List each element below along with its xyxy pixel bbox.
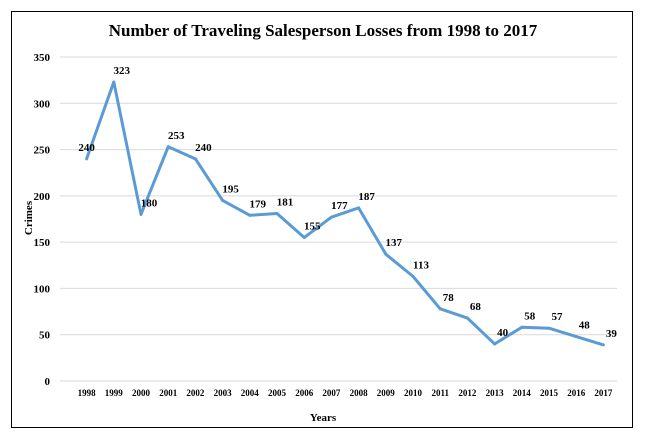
data-point <box>411 274 415 278</box>
data-point <box>85 157 89 161</box>
data-label: 57 <box>552 311 564 323</box>
y-tick-label: 300 <box>34 98 51 110</box>
data-point <box>438 307 442 311</box>
data-point <box>221 198 225 202</box>
x-tick-label: 2006 <box>295 388 314 398</box>
x-tick-label: 2017 <box>594 388 613 398</box>
data-label: 187 <box>358 191 375 203</box>
y-tick-label: 350 <box>34 52 51 64</box>
data-label: 323 <box>114 65 131 77</box>
x-tick-label: 2003 <box>214 388 233 398</box>
data-point <box>465 316 469 320</box>
y-tick-label: 150 <box>34 237 51 249</box>
x-tick-label: 2009 <box>377 388 396 398</box>
data-point <box>329 215 333 219</box>
chart-title: Number of Traveling Salesperson Losses f… <box>109 21 538 40</box>
data-label: 180 <box>141 197 158 209</box>
x-tick-label: 2013 <box>486 388 505 398</box>
x-tick-label: 2002 <box>186 388 205 398</box>
data-label: 78 <box>443 292 455 304</box>
x-tick-label: 2016 <box>567 388 586 398</box>
data-point <box>547 326 551 330</box>
x-tick-label: 2000 <box>132 388 151 398</box>
data-label: 177 <box>331 200 348 212</box>
data-point <box>275 211 279 215</box>
data-point <box>357 206 361 210</box>
data-label: 39 <box>606 328 618 340</box>
data-label: 68 <box>470 301 482 313</box>
data-label: 181 <box>277 196 294 208</box>
data-label: 179 <box>250 198 267 210</box>
x-tick-label: 2015 <box>540 388 559 398</box>
series-line <box>85 80 604 347</box>
data-point <box>601 343 605 347</box>
data-label: 253 <box>168 130 185 142</box>
x-tick-label: 2014 <box>513 388 532 398</box>
x-tick-label: 2001 <box>159 388 178 398</box>
data-label: 137 <box>386 237 403 249</box>
x-tick-label: 2010 <box>404 388 423 398</box>
y-tick-label: 250 <box>34 145 51 157</box>
data-point <box>520 325 524 329</box>
data-point <box>193 157 197 161</box>
data-label: 195 <box>222 183 239 195</box>
y-tick-label: 50 <box>39 330 51 342</box>
y-axis-label: Crimes <box>23 200 35 235</box>
data-label: 155 <box>304 221 321 233</box>
data-point <box>574 335 578 339</box>
x-tick-label: 1999 <box>105 388 124 398</box>
chart-frame <box>11 11 633 428</box>
data-label: 113 <box>413 259 429 271</box>
x-axis-label: Years <box>310 412 337 424</box>
y-tick-label: 0 <box>45 376 51 388</box>
data-point <box>139 212 143 216</box>
x-tick-label: 2011 <box>431 388 449 398</box>
x-tick-label: 2005 <box>268 388 287 398</box>
x-tick-label: 2004 <box>241 388 260 398</box>
data-label: 240 <box>78 142 95 154</box>
data-point <box>302 236 306 240</box>
data-label: 40 <box>497 327 509 339</box>
data-point <box>166 145 170 149</box>
data-label: 240 <box>195 142 212 154</box>
x-tick-label: 2008 <box>350 388 369 398</box>
x-tick-label: 2007 <box>322 388 341 398</box>
data-point <box>112 80 116 84</box>
data-point <box>384 252 388 256</box>
data-label: 58 <box>524 310 536 322</box>
y-tick-label: 200 <box>34 191 51 203</box>
x-tick-label: 2012 <box>458 388 477 398</box>
data-point <box>493 342 497 346</box>
x-tick-label: 1998 <box>78 388 97 398</box>
y-tick-label: 100 <box>34 283 51 295</box>
data-label: 48 <box>579 320 591 332</box>
data-point <box>248 213 252 217</box>
